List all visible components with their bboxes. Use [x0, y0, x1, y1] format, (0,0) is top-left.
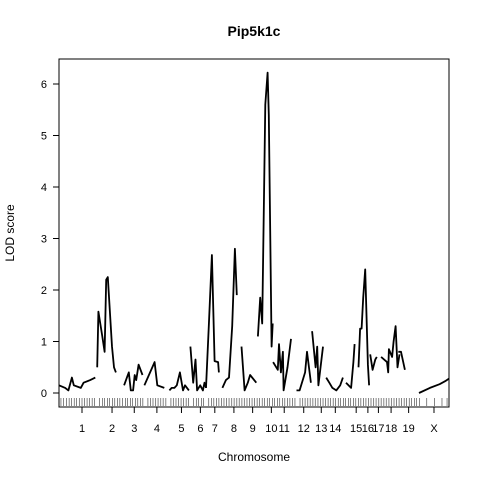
- x-tick-label-chr-5: 5: [178, 423, 184, 435]
- y-tick-label: 6: [41, 79, 47, 91]
- x-tick-label-chr-17: 17: [372, 423, 384, 435]
- lod-line-chr-6: [189, 346, 207, 392]
- y-axis-label: LOD score: [3, 204, 17, 262]
- x-tick-label-chr-7: 7: [212, 423, 218, 435]
- x-tick-label-chr-6: 6: [197, 423, 203, 435]
- marker-ticks: [60, 398, 448, 406]
- x-tick-label-chr-12: 12: [298, 423, 310, 435]
- lod-line-chr-16: [357, 268, 370, 386]
- y-tick-label: 5: [41, 131, 47, 143]
- x-tick-label-chr-10: 10: [265, 423, 277, 435]
- lod-line-chr-17: [369, 354, 378, 371]
- lod-line-chr-7: [205, 254, 220, 388]
- lod-line-chr-9: [240, 346, 258, 392]
- lod-line-chr-12: [296, 350, 312, 392]
- y-tick-label: 2: [41, 285, 47, 297]
- y-tick-label: 3: [41, 234, 47, 246]
- x-tick-label-chr-19: 19: [403, 423, 415, 435]
- lod-line-chr-X: [418, 377, 450, 394]
- x-tick-label-chr-14: 14: [329, 423, 341, 435]
- lod-line-chr-18: [380, 325, 401, 374]
- lod-line-chr-4: [143, 361, 165, 389]
- lod-series: [58, 71, 450, 394]
- x-tick-label-chr-8: 8: [231, 423, 237, 435]
- lod-line-chr-3: [123, 363, 144, 392]
- x-tick-label-chr-2: 2: [109, 423, 115, 435]
- chart-title: Pip5k1c: [228, 23, 281, 39]
- plot-frame: [58, 58, 450, 408]
- y-tick-label: 4: [41, 182, 47, 194]
- lod-line-chr-1: [58, 376, 96, 392]
- lod-line-chr-2: [96, 276, 117, 373]
- y-tick-label: 0: [41, 388, 47, 400]
- lod-line-chr-11: [272, 338, 292, 392]
- x-tick-label-chr-15: 15: [350, 423, 362, 435]
- lod-line-chr-13: [311, 331, 324, 387]
- x-tick-label-chr-9: 9: [250, 423, 256, 435]
- lod-line-chr-19: [398, 350, 406, 370]
- lod-line-chr-14: [325, 377, 344, 392]
- x-tick-label-chr-1: 1: [79, 423, 85, 435]
- x-tick-label-chr-X: X: [430, 423, 438, 435]
- x-tick-label-chr-18: 18: [385, 423, 397, 435]
- lod-line-chr-5: [168, 371, 190, 392]
- x-tick-label-chr-11: 11: [279, 423, 290, 435]
- y-axis: 0 1 2 3 4 5 6: [41, 79, 59, 400]
- lod-line-chr-15: [345, 344, 356, 389]
- x-axis-label: Chromosome: [218, 450, 290, 464]
- x-tick-label-chr-3: 3: [131, 423, 137, 435]
- x-tick-label-chr-13: 13: [315, 423, 327, 435]
- y-tick-label: 1: [41, 337, 47, 349]
- lod-line-chr-8: [221, 247, 238, 389]
- lod-line-chr-10: [257, 71, 274, 348]
- x-tick-label-chr-4: 4: [154, 423, 160, 435]
- x-tick-label-chr-16: 16: [362, 423, 374, 435]
